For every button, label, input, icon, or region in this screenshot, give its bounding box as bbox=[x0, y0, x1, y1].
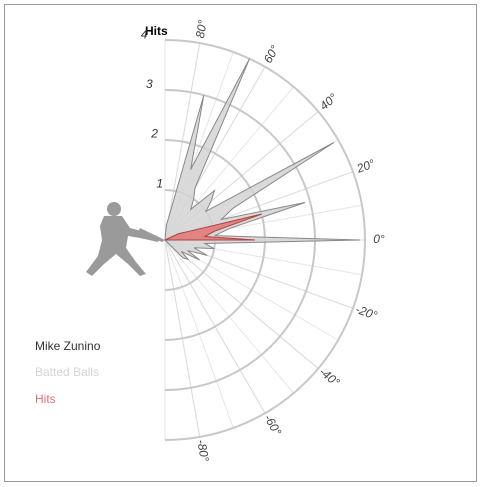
angle-tick-label: 20° bbox=[354, 156, 377, 176]
ring bbox=[164, 39, 366, 441]
r-tick-label: 1 bbox=[156, 176, 163, 190]
r-tick-label: 4 bbox=[141, 27, 148, 41]
series-area bbox=[164, 213, 262, 241]
angle-tick-label: -20° bbox=[354, 302, 380, 323]
legend-entry: Batted Balls bbox=[35, 365, 99, 379]
angle-tick-label: -40° bbox=[316, 364, 342, 389]
angle-tick-label: 40° bbox=[317, 90, 340, 113]
legend-entry: Hits bbox=[35, 392, 56, 406]
batter-silhouette bbox=[86, 202, 165, 276]
angle-tick-label: 0° bbox=[373, 232, 385, 246]
series-area bbox=[164, 58, 361, 261]
r-tick-label: 2 bbox=[150, 127, 158, 141]
r-tick-label: 3 bbox=[146, 77, 153, 91]
r-axis-label: Hits bbox=[145, 24, 168, 38]
legend-title: Mike Zunino bbox=[35, 339, 101, 353]
angle-tick-label: 80° bbox=[193, 19, 210, 39]
angle-tick-label: -60° bbox=[261, 412, 284, 438]
angle-tick-label: -80° bbox=[194, 438, 212, 462]
frame bbox=[4, 4, 477, 482]
angle-tick-label: 60° bbox=[261, 43, 282, 66]
